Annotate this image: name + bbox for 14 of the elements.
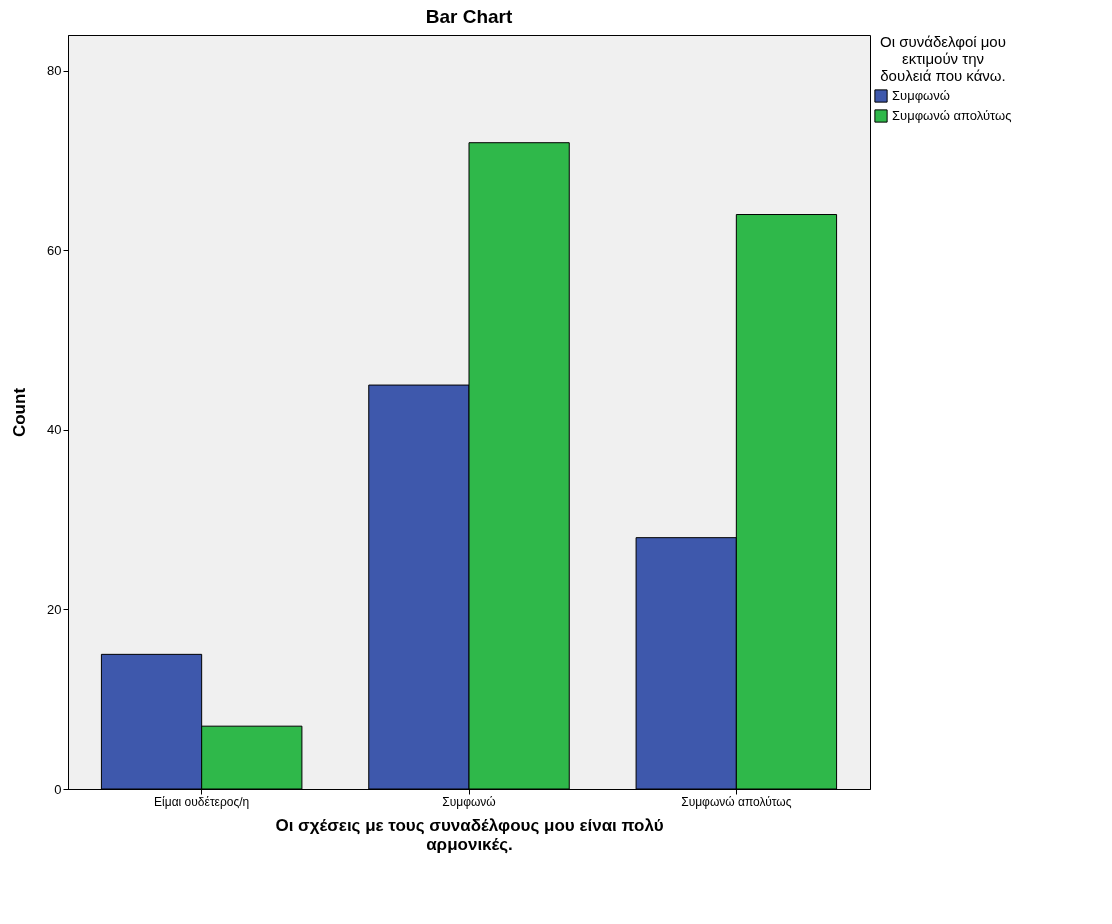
x-tick-label: Είμαι ουδέτερος/η: [154, 794, 250, 809]
y-axis-title: Count: [10, 387, 30, 438]
y-tick-label: 0: [54, 781, 62, 797]
legend-title: Οι συνάδελφοί μου εκτιμούν την δουλειά που κάνω.: [880, 33, 1006, 84]
legend-label: Συμφωνώ: [892, 88, 950, 103]
y-tick-label: 40: [47, 422, 62, 438]
legend-label: Συμφωνώ απολύτως: [892, 108, 1012, 123]
x-tick-label: Συμφωνώ: [442, 794, 496, 809]
x-axis-title: Οι σχέσεις με τους συναδέλφους μου είναι πολύ αρμονικές.: [275, 815, 664, 854]
chart-title: Bar Chart: [425, 6, 513, 27]
x-tick-label: Συμφωνώ απολύτως: [681, 794, 792, 809]
y-tick-label: 20: [47, 601, 62, 617]
y-tick-label: 80: [47, 63, 62, 79]
y-tick-label: 60: [47, 242, 62, 258]
